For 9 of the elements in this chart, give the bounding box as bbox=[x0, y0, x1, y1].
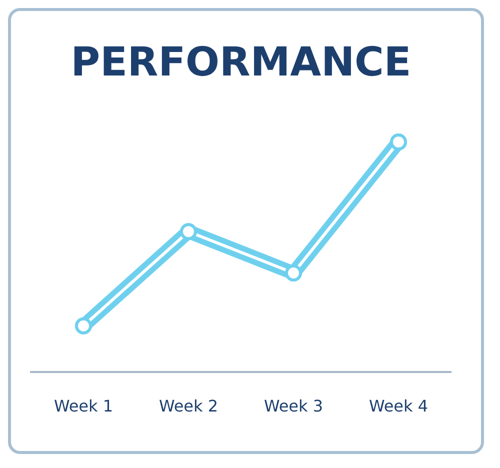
chart-title: PERFORMANCE bbox=[70, 39, 412, 86]
point bbox=[75, 317, 92, 334]
x-tick-label: Week 3 bbox=[264, 396, 324, 416]
x-tick-label: Week 4 bbox=[368, 396, 428, 416]
x-tick-label: Week 2 bbox=[158, 396, 218, 416]
point bbox=[390, 133, 407, 150]
point bbox=[180, 223, 197, 240]
point bbox=[285, 264, 302, 282]
x-tick-label: Week 1 bbox=[54, 396, 114, 416]
